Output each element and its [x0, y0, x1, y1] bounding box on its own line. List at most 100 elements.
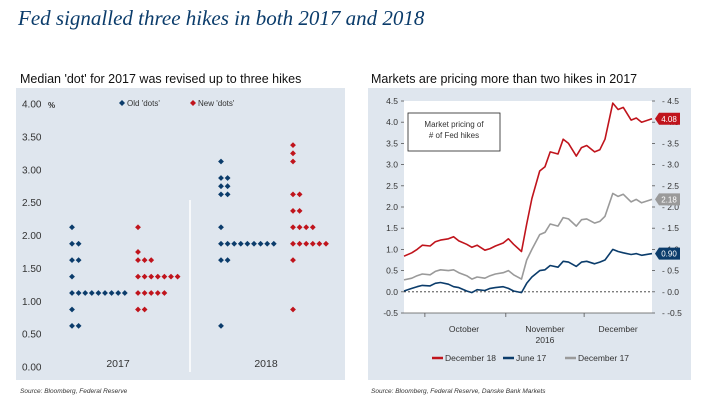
- x-tick-label: 2016: [536, 335, 555, 345]
- dot-marker: [121, 290, 128, 296]
- dot-marker: [69, 306, 75, 313]
- dot-marker: [82, 290, 89, 296]
- dot-marker: [141, 273, 148, 280]
- dot-marker: [218, 158, 224, 165]
- legend-marker: [190, 100, 196, 106]
- dot-marker: [218, 191, 224, 198]
- y-tick-label-right: - 2.0: [662, 202, 679, 212]
- dot-marker: [69, 224, 75, 231]
- dot-marker: [323, 240, 329, 247]
- dot-marker: [290, 224, 296, 231]
- dot-marker: [290, 240, 296, 247]
- legend-label: December 17: [578, 353, 629, 363]
- dot-marker: [290, 158, 296, 165]
- dot-marker: [290, 257, 296, 264]
- dot-plot-source: Source: Bloomberg, Federal Reserve: [20, 388, 128, 395]
- y-tick-label: 1.00: [22, 297, 42, 308]
- dot-marker: [69, 323, 75, 329]
- dot-marker: [290, 150, 296, 157]
- y-tick-label: 0.00: [22, 363, 42, 374]
- x-tick-label: October: [449, 324, 479, 334]
- annotation-box: [407, 112, 501, 152]
- y-tick-label-left: 1.5: [386, 223, 398, 233]
- dot-marker: [95, 290, 102, 296]
- dot-marker: [141, 257, 148, 264]
- dot-marker: [290, 191, 296, 198]
- end-value-badge: [655, 247, 680, 260]
- legend-label: June 17: [516, 353, 547, 363]
- series-line: [403, 192, 653, 281]
- dot-marker: [224, 183, 231, 190]
- dot-marker: [135, 290, 141, 296]
- dot-marker: [174, 273, 181, 280]
- y-tick-label-right: - 4.5: [662, 96, 679, 106]
- dot-marker: [309, 224, 316, 231]
- y-tick-label-right: - 0.5: [662, 266, 679, 276]
- dot-marker: [309, 240, 316, 247]
- y-tick-label-right: - -0.5: [662, 308, 682, 318]
- dot-marker: [69, 240, 75, 247]
- legend-label: New 'dots': [198, 99, 235, 108]
- end-value-label: 0.90: [661, 250, 677, 259]
- y-axis-unit: %: [48, 101, 55, 110]
- dot-marker: [154, 290, 161, 296]
- dot-marker: [135, 306, 141, 313]
- dot-marker: [296, 240, 303, 247]
- y-tick-label-left: 2.5: [386, 181, 398, 191]
- dot-marker: [168, 273, 174, 280]
- annotation-text: Market pricing of: [424, 120, 484, 129]
- dot-marker: [135, 273, 141, 280]
- dot-marker: [148, 257, 155, 264]
- y-tick-label-right: - 1.5: [662, 223, 679, 233]
- series-line: [403, 102, 653, 257]
- y-tick-label-left: 1.0: [386, 244, 398, 254]
- x-tick-label: December: [598, 324, 637, 334]
- dot-marker: [270, 240, 277, 247]
- y-tick-label-left: 3.0: [386, 160, 398, 170]
- y-tick-label: 4.00: [22, 100, 42, 111]
- y-tick-label-left: 4.5: [386, 96, 398, 106]
- y-tick-label-left: -0.5: [383, 308, 398, 318]
- dot-marker: [135, 257, 141, 264]
- category-label: 2017: [106, 358, 130, 370]
- dot-marker: [316, 240, 323, 247]
- dot-marker: [296, 207, 303, 214]
- dot-marker: [75, 257, 82, 264]
- dot-marker: [244, 240, 251, 247]
- dot-marker: [218, 240, 224, 247]
- dot-marker: [75, 290, 82, 296]
- y-tick-label-left: 2.0: [386, 202, 398, 212]
- dot-marker: [264, 240, 271, 247]
- dot-marker: [237, 240, 244, 247]
- dot-marker: [224, 240, 231, 247]
- y-tick-label-left: 4.0: [386, 117, 398, 127]
- y-tick-label: 1.50: [22, 264, 42, 275]
- y-tick-label-left: 0.5: [386, 266, 398, 276]
- y-tick-label-right: - 3.0: [662, 160, 679, 170]
- y-tick-label: 2.00: [22, 231, 42, 242]
- dot-marker: [224, 257, 231, 264]
- dot-marker: [218, 224, 224, 231]
- dot-marker: [257, 240, 264, 247]
- dot-marker: [161, 290, 168, 296]
- y-tick-label: 3.50: [22, 132, 42, 143]
- end-value-badge: [655, 193, 680, 206]
- dot-marker: [154, 273, 161, 280]
- end-value-label: 4.08: [661, 115, 677, 124]
- dot-marker: [303, 224, 310, 231]
- series-line: [403, 248, 653, 294]
- dot-marker: [108, 290, 115, 296]
- page-title: Fed signalled three hikes in both 2017 a…: [18, 6, 425, 30]
- y-tick-label: 0.50: [22, 330, 42, 341]
- dot-marker: [290, 306, 296, 313]
- annotation-text: # of Fed hikes: [429, 131, 479, 140]
- dot-marker: [218, 183, 224, 190]
- end-value-badge: [655, 112, 680, 125]
- dot-marker: [148, 290, 155, 296]
- dot-marker: [115, 290, 122, 296]
- dot-marker: [224, 175, 231, 181]
- dot-marker: [69, 257, 75, 264]
- dot-marker: [296, 224, 303, 231]
- market-pricing-title: Markets are pricing more than two hikes …: [371, 72, 638, 86]
- y-tick-label: 3.00: [22, 165, 42, 176]
